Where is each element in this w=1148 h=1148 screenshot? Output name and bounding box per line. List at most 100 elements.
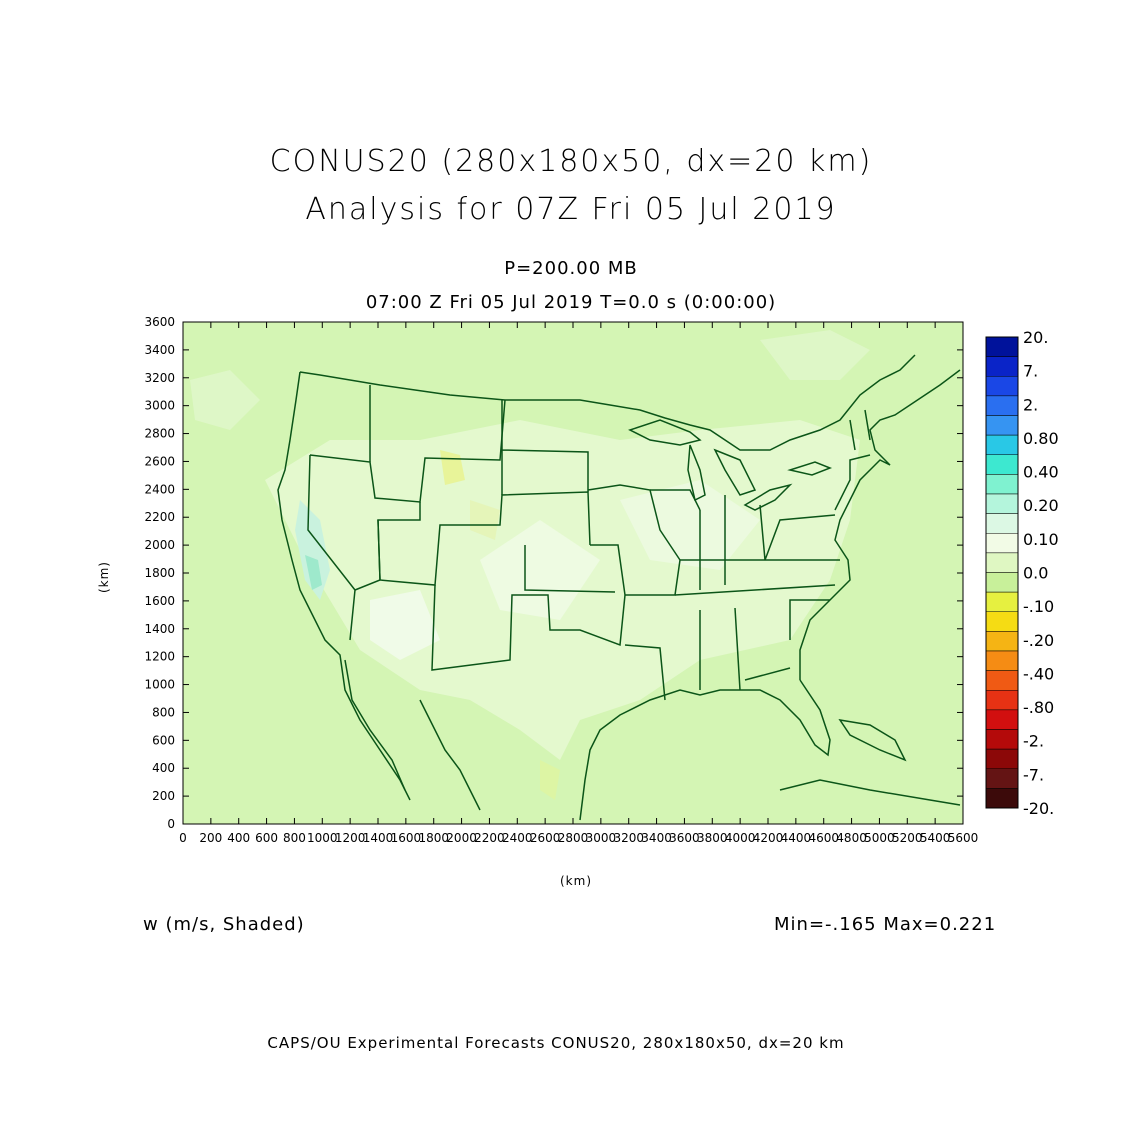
colorbar-label: 0.40 <box>1023 463 1059 482</box>
x-axis: 0 200 400 600 800 100012001400160018002000220… <box>179 322 978 845</box>
colorbar-swatch <box>985 631 1019 652</box>
colorbar: 20. 7. 2. 0.80 0.40 0.20 0.10 0.0 -.10 -.20 -.40 -.… <box>985 328 1059 818</box>
colorbar-swatch <box>985 376 1019 397</box>
footer-credit: CAPS/OU Experimental Forecasts CONUS20, … <box>267 1034 845 1052</box>
colorbar-swatch <box>985 434 1019 455</box>
colorbar-swatch <box>985 552 1019 573</box>
colorbar-label: -20. <box>1023 799 1054 818</box>
colorbar-label: -.20 <box>1023 631 1054 650</box>
colorbar-swatch <box>985 709 1019 730</box>
y-tick-label: 0 <box>167 817 175 831</box>
x-tick-label: 3000 <box>586 831 617 845</box>
x-axis-unit: (km) <box>560 874 593 888</box>
x-tick-label: 5200 <box>892 831 923 845</box>
y-tick-label: 2000 <box>144 538 175 552</box>
y-tick-label: 2400 <box>144 482 175 496</box>
colorbar-swatch <box>985 533 1019 554</box>
x-tick-label: 1200 <box>335 831 366 845</box>
x-tick-label: 1600 <box>391 831 422 845</box>
x-tick-label: 600 <box>255 831 278 845</box>
colorbar-swatch <box>985 650 1019 671</box>
y-tick-label: 3000 <box>144 399 175 413</box>
variable-label: w (m/s, Shaded) <box>143 914 305 935</box>
y-tick-label: 1600 <box>144 594 175 608</box>
x-tick-label: 2200 <box>474 831 505 845</box>
colorbar-swatch <box>985 493 1019 514</box>
y-tick-label: 800 <box>152 705 175 719</box>
y-tick-label: 2200 <box>144 510 175 524</box>
colorbar-label: 0.80 <box>1023 429 1059 448</box>
x-tick-label: 4200 <box>753 831 784 845</box>
colorbar-swatch <box>985 572 1019 593</box>
x-tick-label: 4000 <box>725 831 756 845</box>
colorbar-swatch <box>985 415 1019 436</box>
colorbar-swatch <box>985 513 1019 534</box>
x-tick-label: 4400 <box>781 831 812 845</box>
colorbar-label: 0.0 <box>1023 564 1048 583</box>
y-tick-label: 1800 <box>144 566 175 580</box>
colorbar-label: 20. <box>1023 328 1048 347</box>
y-tick-label: 400 <box>152 761 175 775</box>
y-tick-label: 1400 <box>144 622 175 636</box>
y-tick-label: 1000 <box>144 678 175 692</box>
min-max-label: Min=-.165 Max=0.221 <box>774 914 997 935</box>
x-tick-label: 5600 <box>948 831 979 845</box>
shading-layer <box>190 330 870 800</box>
colorbar-swatch <box>985 670 1019 691</box>
colorbar-swatch <box>985 788 1019 809</box>
y-tick-label: 2600 <box>144 454 175 468</box>
y-axis: 0 200 400 600 800 1000 1200 1400 1600 1800 2000 220… <box>144 315 963 831</box>
colorbar-label: -.10 <box>1023 597 1054 616</box>
x-tick-label: 2800 <box>558 831 589 845</box>
x-tick-label: 4800 <box>836 831 867 845</box>
colorbar-swatch <box>985 748 1019 769</box>
colorbar-label: -2. <box>1023 732 1044 751</box>
x-tick-label: 2400 <box>502 831 533 845</box>
pressure-level: P=200.00 MB <box>504 258 638 279</box>
valid-time: 07:00 Z Fri 05 Jul 2019 T=0.0 s (0:00:00… <box>365 292 777 313</box>
colorbar-swatch <box>985 356 1019 377</box>
y-tick-label: 200 <box>152 789 175 803</box>
x-tick-label: 4600 <box>808 831 839 845</box>
y-tick-label: 3600 <box>144 315 175 329</box>
x-tick-label: 0 <box>179 831 187 845</box>
y-axis-unit: (km) <box>97 560 112 594</box>
x-tick-label: 1000 <box>307 831 338 845</box>
x-tick-label: 5400 <box>920 831 951 845</box>
x-tick-label: 3800 <box>697 831 728 845</box>
x-tick-label: 1800 <box>418 831 449 845</box>
colorbar-swatch <box>985 690 1019 711</box>
colorbar-swatch <box>985 454 1019 475</box>
map-title: CONUS20 (280x180x50, dx=20 km) <box>269 144 873 179</box>
colorbar-label: -.40 <box>1023 664 1054 683</box>
x-tick-label: 800 <box>283 831 306 845</box>
colorbar-label: 0.20 <box>1023 496 1059 515</box>
colorbar-swatch <box>985 395 1019 416</box>
colorbar-swatch <box>985 611 1019 632</box>
x-tick-label: 3400 <box>641 831 672 845</box>
x-tick-label: 400 <box>227 831 250 845</box>
y-tick-label: 3200 <box>144 371 175 385</box>
x-tick-label: 1400 <box>363 831 394 845</box>
colorbar-label: -.80 <box>1023 698 1054 717</box>
colorbar-label: -7. <box>1023 765 1044 784</box>
colorbar-swatch <box>985 729 1019 750</box>
x-tick-label: 2600 <box>530 831 561 845</box>
colorbar-swatch <box>985 591 1019 612</box>
x-tick-label: 200 <box>199 831 222 845</box>
y-tick-label: 600 <box>152 733 175 747</box>
y-tick-label: 3400 <box>144 343 175 357</box>
colorbar-label: 0.10 <box>1023 530 1059 549</box>
political-boundaries <box>277 354 961 821</box>
y-tick-label: 1200 <box>144 650 175 664</box>
colorbar-swatch <box>985 768 1019 789</box>
y-tick-label: 2800 <box>144 427 175 441</box>
x-tick-label: 2000 <box>446 831 477 845</box>
colorbar-frame <box>985 336 1019 809</box>
x-tick-label: 5000 <box>864 831 895 845</box>
x-tick-label: 3200 <box>613 831 644 845</box>
colorbar-swatch <box>985 336 1019 357</box>
colorbar-swatch <box>985 474 1019 495</box>
colorbar-label: 7. <box>1023 362 1038 381</box>
